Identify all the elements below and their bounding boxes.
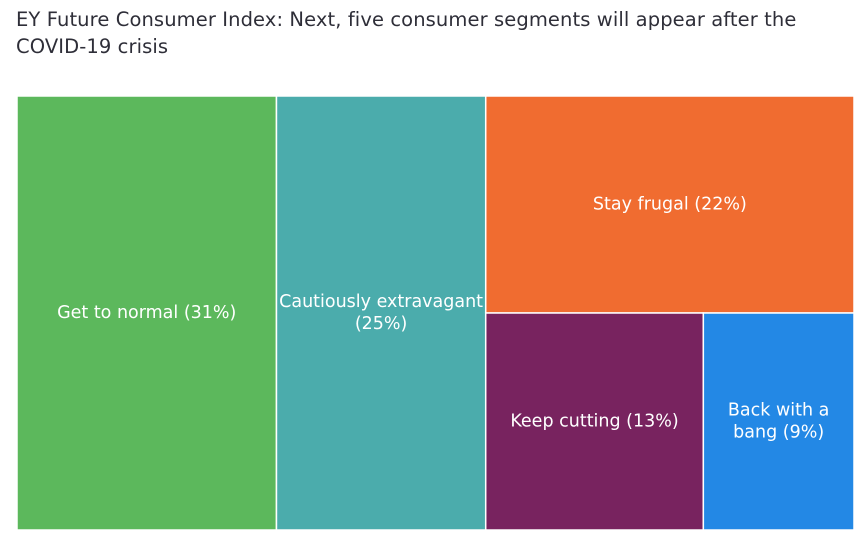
treemap-label-cautiously-extravagant: Cautiously extravagant (25%) [279,292,483,334]
treemap-rect-cautiously-extravagant [275,95,487,531]
treemap-label-line: (25%) [355,314,408,334]
treemap-cell-keep-cutting: Keep cutting (13%) [484,312,705,531]
treemap-label-get-to-normal: Get to normal (31%) [57,303,236,323]
treemap-label-back-with-a-bang: Back with a bang (9%) [728,401,829,443]
treemap-label-line: Get to normal (31%) [57,303,236,323]
treemap-label-line: Stay frugal (22%) [593,195,747,215]
treemap-cell-stay-frugal: Stay frugal (22%) [484,95,855,314]
treemap-rect-get-to-normal [16,95,278,531]
treemap-label-line: Keep cutting (13%) [510,412,678,432]
treemap-rect-back-with-a-bang [702,312,855,531]
treemap-cell-back-with-a-bang: Back with a bang (9%) [702,312,855,531]
treemap-cell-cautiously-extravagant: Cautiously extravagant (25%) [275,95,487,531]
chart-title: EY Future Consumer Index: Next, five con… [16,8,797,58]
treemap-cell-get-to-normal: Get to normal (31%) [16,95,278,531]
treemap-label-line: Cautiously extravagant [279,292,483,312]
treemap-label-line: bang (9%) [733,423,824,443]
treemap-rect-keep-cutting [484,312,705,531]
treemap-label-line: Back with a [728,401,829,421]
treemap-label-stay-frugal: Stay frugal (22%) [593,195,747,215]
treemap-rect-stay-frugal [484,95,855,314]
treemap-label-keep-cutting: Keep cutting (13%) [510,412,678,432]
